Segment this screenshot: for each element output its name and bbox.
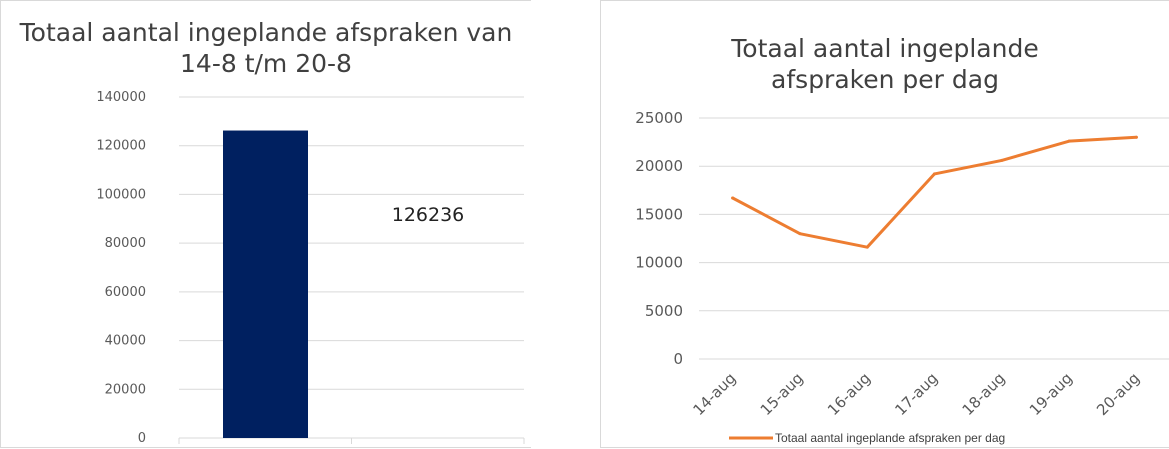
y-tick-label-140000: 140000 [96,90,146,105]
x-tick-label-19-aug: 19-aug [1026,369,1076,419]
bar-chart-title: Totaal aantal ingeplande afspraken van 1… [19,18,513,78]
y-tick-label-0: 0 [138,431,146,446]
series-point-3 [933,172,936,176]
bar-chart-svg: 0 20000 40000 60000 80000 100000 120000 140000 1… [96,90,525,446]
y-tick-label-40000: 40000 [105,334,146,349]
y-tick-label-100000: 100000 [96,187,146,202]
line-chart-title: Totaal aantal ingeplande afspraken per d… [731,34,1039,94]
y-tick-label-60000: 60000 [105,285,146,300]
x-tick-label-14-aug: 14-aug [689,369,739,419]
y-tick-label-5000: 5000 [645,302,683,320]
series-point-4 [1000,158,1004,162]
y-tick-label-80000: 80000 [105,236,146,251]
series-point-1 [798,232,802,236]
y-tick-label-20000: 20000 [105,382,146,397]
y-tick-label-20000: 20000 [635,157,683,175]
y-tick-label-10000: 10000 [635,254,683,272]
x-tick-label-20-aug: 20-aug [1093,369,1143,419]
line-chart-panel: Totaal aantal ingeplande afspraken per d… [600,0,1169,448]
bar-chart-panel: Totaal aantal ingeplande afspraken van 1… [0,0,531,448]
x-tick-label-15-aug: 15-aug [757,369,807,419]
series-line-0 [731,135,1138,249]
x-tick-label-16-aug: 16-aug [824,369,874,419]
y-tick-label-15000: 15000 [635,205,683,223]
y-tick-label-25000: 25000 [635,109,683,127]
line-chart-svg: 0 5000 10000 15000 20000 25000 14-aug 15-aug 16-… [635,109,1169,445]
bar-data-label-0: 126236 [392,204,465,226]
y-tick-label-0: 0 [673,350,683,368]
y-tick-label-120000: 120000 [96,139,146,154]
x-tick-label-17-aug: 17-aug [891,369,941,419]
series-point-6 [1134,135,1138,139]
series-point-5 [1067,139,1071,143]
bar-0 [223,130,308,438]
x-tick-label-18-aug: 18-aug [959,369,1009,419]
series-point-0 [731,196,735,200]
series-point-2 [865,245,869,249]
legend-label: Totaal aantal ingeplande afspraken per d… [775,431,1005,445]
